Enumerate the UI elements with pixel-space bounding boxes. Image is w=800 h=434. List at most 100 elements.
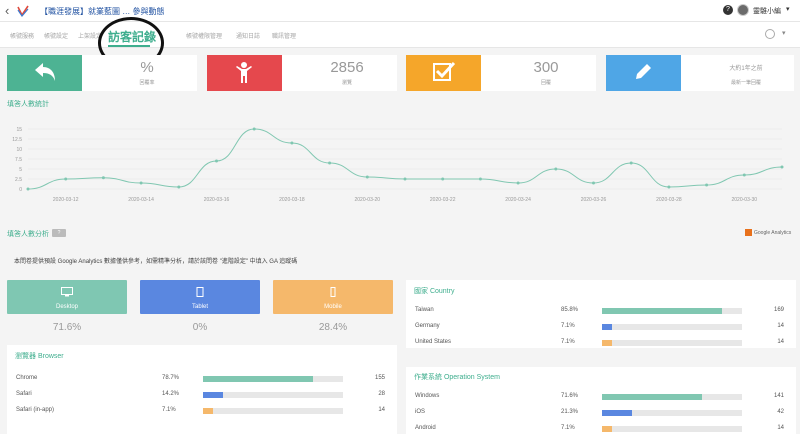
x-tick-label: 2020-03-12 [53, 197, 79, 203]
analysis-title: 填答人數分析 [7, 231, 49, 238]
row-name: Windows [415, 393, 440, 399]
bar-fill [203, 408, 213, 414]
device-label: Desktop [55, 304, 78, 310]
data-point[interactable] [592, 181, 595, 185]
data-point[interactable] [667, 185, 671, 189]
x-tick-label: 2020-03-22 [430, 197, 456, 203]
data-point[interactable] [252, 127, 256, 131]
data-point[interactable] [64, 177, 68, 181]
row-count: 14 [378, 407, 385, 413]
stat-card-views: 2856 瀏覽 [207, 55, 397, 91]
chevron-down-icon[interactable]: ▾ [786, 6, 790, 13]
row-name: Safari (in-app) [16, 407, 55, 413]
row-count: 169 [773, 307, 784, 313]
row-count: 14 [777, 339, 784, 345]
row-name: Android [415, 425, 436, 431]
data-point[interactable] [290, 141, 294, 145]
tab-item[interactable]: 帳號權限管理 [186, 34, 223, 40]
data-point[interactable] [516, 181, 520, 185]
x-tick-label: 2020-03-24 [505, 197, 531, 203]
stat-label: 瀏覽 [341, 80, 352, 86]
bar-fill [602, 324, 612, 330]
x-tick-label: 2020-03-14 [128, 197, 154, 203]
data-point[interactable] [478, 177, 482, 181]
y-tick-label: 7.5 [15, 157, 22, 163]
data-point[interactable] [328, 161, 332, 165]
bar-track [602, 426, 742, 432]
row-name: Taiwan [415, 307, 434, 313]
data-point[interactable] [629, 161, 633, 165]
help-badge[interactable]: ? [52, 229, 66, 237]
tab-item[interactable]: 上架設定 [78, 34, 103, 40]
row-name: Germany [415, 323, 440, 329]
data-point[interactable] [780, 165, 784, 169]
x-tick-label: 2020-03-16 [204, 197, 230, 203]
tablet-icon [196, 287, 204, 297]
stat-card-latest: 大約1年之前 最新一筆回覆 [606, 55, 794, 91]
avatar[interactable] [737, 4, 749, 16]
data-point[interactable] [101, 176, 105, 180]
row-percent: 85.8% [561, 307, 579, 313]
tab-item[interactable]: 通知日誌 [236, 34, 261, 40]
y-tick-label: 2.5 [15, 177, 22, 183]
bar-fill [602, 308, 723, 314]
chevron-down-icon[interactable]: ▾ [782, 30, 786, 37]
device-label: Mobile [324, 304, 342, 310]
bar-track [203, 392, 343, 398]
bar-track [602, 394, 742, 400]
app-logo-icon[interactable] [16, 4, 30, 18]
data-point[interactable] [742, 173, 746, 177]
data-point[interactable] [365, 175, 369, 179]
tab-item[interactable]: 職訊管理 [272, 34, 297, 40]
row-percent: 7.1% [561, 323, 575, 329]
stat-card-response-rate: % 回覆率 [7, 55, 197, 91]
survey-title[interactable]: 【職涯發展】就業藍圖 … 參與動態 [40, 7, 165, 16]
x-tick-label: 2020-03-26 [581, 197, 607, 203]
stat-icon-box [606, 55, 681, 91]
x-tick-label: 2020-03-28 [656, 197, 682, 203]
data-point[interactable] [215, 159, 218, 163]
clock-icon[interactable] [765, 29, 775, 39]
tab-item[interactable]: 帳號服務 [10, 34, 35, 40]
help-icon[interactable]: ? [723, 5, 733, 15]
data-point[interactable] [403, 177, 407, 181]
row-count: 141 [773, 393, 784, 399]
data-point[interactable] [554, 167, 558, 171]
row-percent: 7.1% [162, 407, 176, 413]
bar-fill [203, 376, 314, 382]
data-point[interactable] [26, 187, 30, 191]
person-icon [236, 62, 252, 83]
y-tick-label: 10 [16, 147, 22, 153]
device-card-tablet: Tablet [140, 280, 260, 314]
row-percent: 21.3% [561, 409, 579, 415]
bar-fill [602, 426, 612, 432]
tab-item[interactable]: 帳號設定 [44, 34, 69, 40]
bar-fill [602, 410, 632, 416]
stat-icon-box [207, 55, 282, 91]
data-point[interactable] [139, 181, 143, 185]
user-name[interactable]: 靈騅小編 [753, 8, 781, 15]
x-tick-label: 2020-03-20 [355, 197, 381, 203]
x-tick-label: 2020-03-30 [732, 197, 758, 203]
bar-fill [203, 392, 223, 398]
data-point[interactable] [177, 185, 181, 189]
bar-track [602, 340, 742, 346]
bar-track [602, 410, 742, 416]
row-percent: 78.7% [162, 375, 180, 381]
back-icon[interactable]: ‹ [5, 3, 10, 18]
stat-value: 大約1年之前 [729, 66, 763, 72]
google-analytics-icon [745, 229, 752, 236]
row-percent: 14.2% [162, 391, 180, 397]
visitor-line-chart: 0 2.5 5 7.5 10 12.5 15 2020-03-12 2020-03-14 2020… [12, 127, 784, 203]
stat-label: 回覆 [540, 80, 551, 86]
desktop-icon [61, 287, 73, 297]
os-panel: 作業系統 Operation System [406, 367, 796, 434]
row-count: 14 [777, 425, 784, 431]
os-title: 作業系統 Operation System [414, 374, 500, 381]
x-tick-label: 2020-03-18 [279, 197, 305, 203]
country-title: 國家 Country [414, 288, 455, 295]
data-point[interactable] [705, 183, 709, 187]
y-tick-label: 15 [16, 127, 22, 133]
data-point[interactable] [441, 177, 445, 181]
ga-notice: 本問卷提供預設 Google Analytics 數據僅供參考，如需精準分析，請… [14, 259, 298, 265]
